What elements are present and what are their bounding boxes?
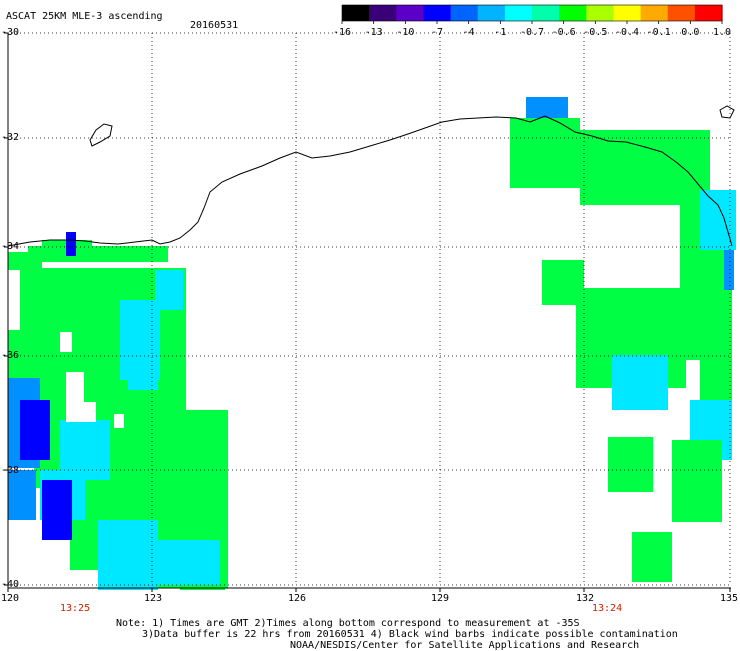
- swath-cell: [672, 440, 722, 522]
- colorbar-swatch: [477, 5, 506, 21]
- swath-cell: [20, 400, 50, 460]
- swath-cell: [150, 540, 220, 585]
- colorbar-tick-label: -13: [365, 27, 383, 38]
- lat-label-30: -30: [1, 27, 20, 38]
- product-date: 20160531: [190, 20, 239, 31]
- swath-cell: [155, 270, 183, 310]
- colorbar-tick-label: -4: [463, 27, 475, 38]
- colorbar-tick-label: 1.0: [713, 27, 731, 38]
- data-gap: [66, 372, 84, 402]
- colorbar-swatch: [532, 5, 560, 21]
- colorbar-swatch: [450, 5, 479, 21]
- swath-cell: [632, 532, 672, 582]
- colorbar-swatch: [423, 5, 452, 21]
- colorbar-tick-label: -1: [494, 27, 506, 38]
- colorbar-tick-label: -0.5: [583, 27, 607, 38]
- pass-time-east: 13:24: [592, 603, 623, 614]
- color-scale-bar: -16 -13 -10 -7 -4 -1 -0.7 -0.6 -0.5 -0.4 -0.1 0.0 1.…: [333, 4, 731, 38]
- swath-cell: [66, 232, 76, 256]
- colorbar-tick-label: -0.6: [552, 27, 576, 38]
- colorbar-swatch: [694, 5, 723, 21]
- colorbar-tick-label: -0.7: [520, 27, 544, 38]
- wind-swath-cells: [8, 97, 736, 590]
- colorbar-swatch: [504, 5, 533, 21]
- swath-cell: [510, 118, 580, 188]
- lon-label-129: 129: [431, 593, 450, 604]
- pass-time-west: 13:25: [60, 603, 91, 614]
- colorbar-swatch: [667, 5, 696, 21]
- data-gap: [114, 414, 124, 428]
- footer-note-line1: Note: 1) Times are GMT 2)Times along bot…: [116, 618, 580, 629]
- colorbar-swatch: [369, 5, 397, 21]
- colorbar-tick-label: -0.4: [615, 27, 639, 38]
- swath-cell: [128, 330, 158, 390]
- swath-cell: [608, 437, 653, 492]
- data-gap: [66, 402, 96, 422]
- swath-cell: [8, 470, 36, 520]
- swath-cell: [680, 250, 732, 360]
- coastline: [7, 105, 735, 247]
- lat-label-34: -34: [1, 241, 20, 252]
- coastline-south-australia: [7, 115, 733, 247]
- lat-label-38: -38: [1, 465, 20, 476]
- colorbar-tick-label: -16: [333, 27, 351, 38]
- swath-cell: [42, 480, 72, 540]
- swath-cell: [612, 355, 668, 410]
- data-gap: [8, 270, 20, 330]
- footer-note-line3: NOAA/NESDIS/Center for Satellite Applica…: [290, 640, 640, 651]
- islet-outline-east: [719, 105, 735, 119]
- swath-cell: [98, 520, 158, 590]
- kangaroo-island-outline: [89, 123, 113, 147]
- lon-label-123: 123: [144, 593, 163, 604]
- lat-label-36: -36: [1, 350, 20, 361]
- swath-cell: [526, 97, 568, 119]
- colorbar-swatch: [396, 5, 425, 21]
- footer-note-line2: 3)Data buffer is 22 hrs from 20160531 4)…: [142, 629, 678, 640]
- colorbar-swatch: [586, 5, 615, 21]
- colorbar-swatch: [613, 5, 642, 21]
- lat-label-40: -40: [1, 579, 20, 590]
- data-gap: [60, 332, 72, 352]
- colorbar-tick-label: -0.1: [647, 27, 671, 38]
- colorbar-swatch: [640, 5, 669, 21]
- map-frame: [4, 32, 731, 592]
- lat-label-32: -32: [1, 132, 20, 143]
- colorbar-tick-label: -7: [431, 27, 443, 38]
- colorbar-swatch: [342, 5, 370, 21]
- product-title: ASCAT 25KM MLE-3 ascending: [6, 11, 163, 22]
- colorbar-tick-label: -10: [396, 27, 414, 38]
- colorbar-tick-label: 0.0: [681, 27, 699, 38]
- colorbar-swatch: [559, 5, 587, 21]
- lon-label-126: 126: [288, 593, 307, 604]
- lon-label-135: 135: [720, 593, 739, 604]
- lon-label-120: 120: [1, 593, 20, 604]
- lon-label-132: 132: [576, 593, 595, 604]
- swath-cell: [724, 250, 734, 290]
